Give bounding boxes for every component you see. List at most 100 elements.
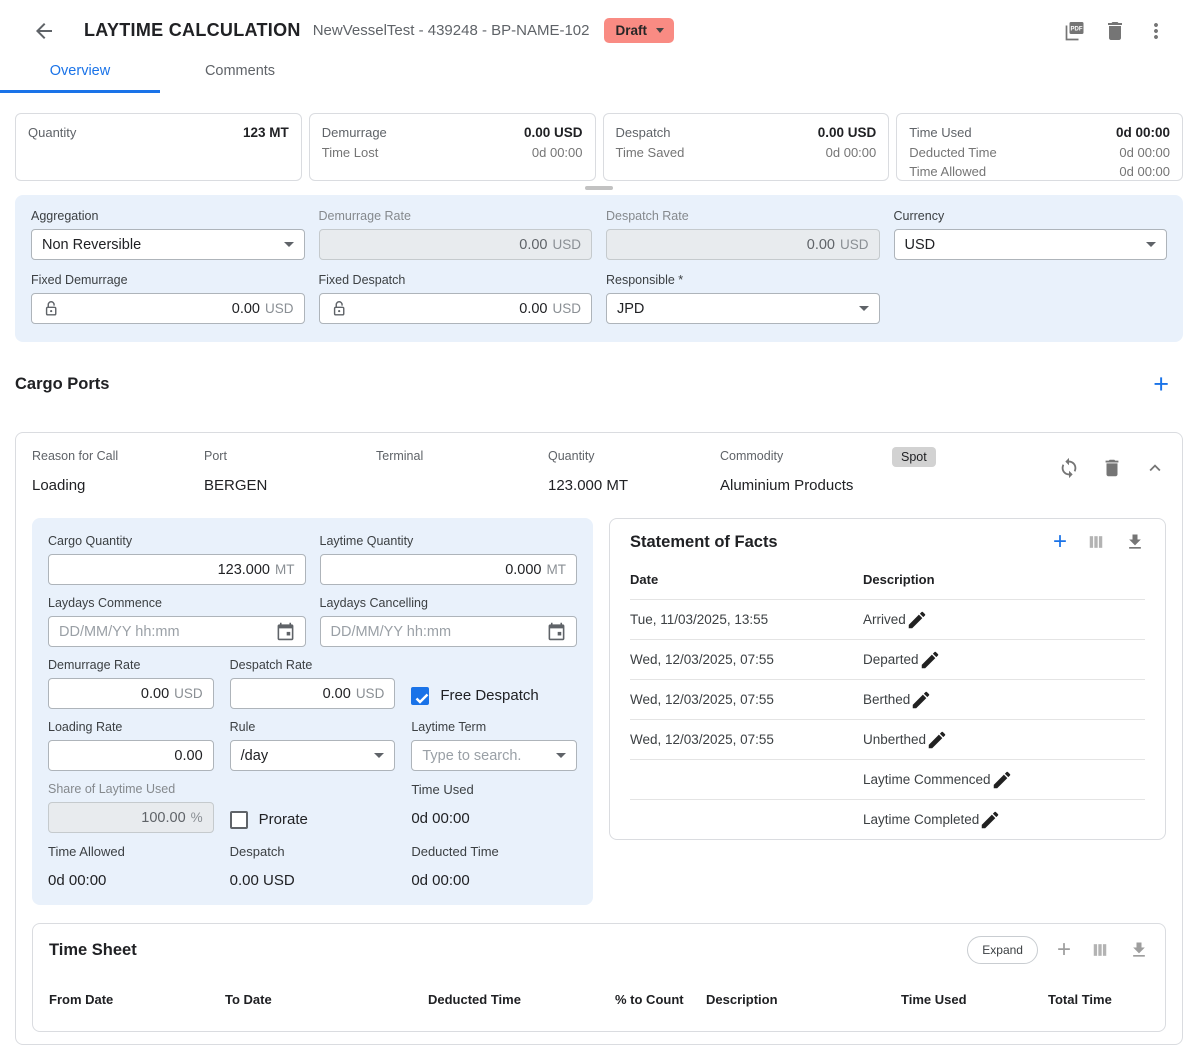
demurrage-card: Demurrage0.00 USD Time Lost0d 00:00 xyxy=(309,113,596,181)
laydays-cancelling-field: Laydays Cancelling DD/MM/YY hh:mm xyxy=(320,596,578,647)
calendar-icon[interactable] xyxy=(276,622,295,641)
ts-col-to-date: To Date xyxy=(225,992,428,1007)
tab-overview[interactable]: Overview xyxy=(0,55,160,93)
edit-pencil-icon[interactable] xyxy=(910,689,932,711)
free-despatch-checkbox[interactable] xyxy=(411,687,429,705)
ts-col-description: Description xyxy=(706,992,901,1007)
chevron-down-icon xyxy=(1146,242,1156,247)
fixed-despatch-label: Fixed Despatch xyxy=(319,273,593,287)
add-cargo-port-button[interactable]: + xyxy=(1153,374,1169,394)
demurrage-rate-field: Demurrage Rate 0.00USD xyxy=(319,209,593,260)
currency-select[interactable]: USD xyxy=(894,229,1168,260)
free-despatch-checkbox-cell: Free Despatch xyxy=(411,658,577,709)
edit-pencil-icon[interactable] xyxy=(926,729,948,751)
laydays-cancelling-input[interactable]: DD/MM/YY hh:mm xyxy=(320,616,578,647)
aggregation-select[interactable]: Non Reversible xyxy=(31,229,305,260)
share-of-laytime-field: Share of Laytime Used 100.00% xyxy=(48,782,214,833)
port-card-actions xyxy=(1058,457,1166,479)
ts-col-from-date: From Date xyxy=(49,992,225,1007)
summary-cards: Quantity123 MT Demurrage0.00 USD Time Lo… xyxy=(15,113,1183,181)
edit-pencil-icon[interactable] xyxy=(979,809,1001,831)
currency-field: Currency USD xyxy=(894,209,1168,260)
delete-icon[interactable] xyxy=(1103,19,1127,43)
rule-select[interactable]: /day xyxy=(230,740,396,771)
prorate-label: Prorate xyxy=(259,811,308,828)
sof-row: Tue, 11/03/2025, 13:55 Arrived xyxy=(630,599,1145,639)
free-despatch-label: Free Despatch xyxy=(440,687,538,704)
time-saved-label: Time Saved xyxy=(616,143,685,163)
quantity-label: Quantity xyxy=(28,123,76,143)
cargo-quantity-input[interactable]: 123.000MT xyxy=(48,554,306,585)
collapse-chevron-up-icon[interactable] xyxy=(1144,457,1166,479)
sof-title: Statement of Facts xyxy=(630,533,778,552)
tab-bar: Overview Comments xyxy=(0,55,1198,93)
cargo-port-card: Reason for Call Loading Port BERGEN Term… xyxy=(15,432,1183,1045)
edit-pencil-icon[interactable] xyxy=(906,609,928,631)
loading-rate-input[interactable]: 0.00 xyxy=(48,740,214,771)
aggregation-label: Aggregation xyxy=(31,209,305,223)
columns-icon[interactable] xyxy=(1086,532,1106,552)
expand-button[interactable]: Expand xyxy=(967,936,1038,964)
prorate-checkbox[interactable] xyxy=(230,811,248,829)
download-icon[interactable] xyxy=(1129,940,1149,960)
laytime-term-select[interactable]: Type to search. xyxy=(411,740,577,771)
despatch-rate-input: 0.00USD xyxy=(606,229,880,260)
sof-date-column-header: Date xyxy=(630,572,863,587)
cargo-quantity-field: Cargo Quantity 123.000MT xyxy=(48,534,306,585)
time-allowed-label: Time Allowed xyxy=(909,162,986,182)
time-used-label: Time Used xyxy=(909,123,971,143)
time-used-card: Time Used0d 00:00 Deducted Time0d 00:00 … xyxy=(896,113,1183,181)
laydays-commence-field: Laydays Commence DD/MM/YY hh:mm xyxy=(48,596,306,647)
pdf-export-icon[interactable]: PDF xyxy=(1062,19,1086,43)
lock-open-icon[interactable] xyxy=(42,299,62,319)
time-used-value: 0d 00:00 xyxy=(1116,123,1170,143)
fixed-despatch-input[interactable]: 0.00USD xyxy=(319,293,593,324)
lock-open-icon[interactable] xyxy=(330,299,350,319)
laytime-quantity-field: Laytime Quantity 0.000MT xyxy=(320,534,578,585)
ts-col-time-used: Time Used xyxy=(901,992,1048,1007)
resize-handle[interactable] xyxy=(585,186,613,190)
delete-port-icon[interactable] xyxy=(1101,457,1123,479)
main-content: Quantity123 MT Demurrage0.00 USD Time Lo… xyxy=(0,113,1198,1045)
port-despatch-rate-field: Despatch Rate 0.00USD xyxy=(230,658,396,709)
add-sof-row-button[interactable]: + xyxy=(1053,532,1067,552)
chevron-down-icon xyxy=(284,242,294,247)
sof-table-header: Date Description xyxy=(630,572,1145,599)
demurrage-value: 0.00 USD xyxy=(524,123,583,143)
demurrage-rate-label: Demurrage Rate xyxy=(319,209,593,223)
back-arrow-icon[interactable] xyxy=(32,19,56,43)
tab-comments[interactable]: Comments xyxy=(160,55,320,93)
statement-of-facts-panel: Statement of Facts + Date Description Tu… xyxy=(609,518,1166,840)
edit-pencil-icon[interactable] xyxy=(919,649,941,671)
laydays-commence-input[interactable]: DD/MM/YY hh:mm xyxy=(48,616,306,647)
laytime-term-field: Laytime Term Type to search. xyxy=(411,720,577,771)
laytime-quantity-input[interactable]: 0.000MT xyxy=(320,554,578,585)
download-icon[interactable] xyxy=(1125,532,1145,552)
quantity-card: Quantity123 MT xyxy=(15,113,302,181)
status-label: Draft xyxy=(616,23,648,38)
cargo-ports-section-head: Cargo Ports + xyxy=(15,374,1183,394)
time-allowed-value: 0d 00:00 xyxy=(1119,162,1170,182)
columns-icon[interactable] xyxy=(1090,940,1110,960)
share-of-laytime-input: 100.00% xyxy=(48,802,214,833)
port-despatch-rate-input[interactable]: 0.00USD xyxy=(230,678,396,709)
calendar-icon[interactable] xyxy=(547,622,566,641)
ts-col-total-time: Total Time xyxy=(1048,992,1149,1007)
port-despatch-stat: Despatch 0.00 USD xyxy=(230,844,396,889)
time-lost-value: 0d 00:00 xyxy=(532,143,583,163)
sof-row: Wed, 12/03/2025, 07:55 Unberthed xyxy=(630,719,1145,759)
sync-icon[interactable] xyxy=(1058,457,1080,479)
time-lost-label: Time Lost xyxy=(322,143,379,163)
despatch-value: 0.00 USD xyxy=(818,123,877,143)
chevron-down-icon xyxy=(556,753,566,758)
responsible-select[interactable]: JPD xyxy=(606,293,880,324)
status-badge[interactable]: Draft xyxy=(604,18,675,43)
edit-pencil-icon[interactable] xyxy=(991,769,1013,791)
add-timesheet-row-button[interactable]: + xyxy=(1057,940,1071,960)
port-demurrage-rate-input[interactable]: 0.00USD xyxy=(48,678,214,709)
responsible-field: Responsible * JPD xyxy=(606,273,880,324)
more-vert-icon[interactable] xyxy=(1144,19,1168,43)
sof-row: Laytime Commenced xyxy=(630,759,1145,799)
fixed-demurrage-input[interactable]: 0.00USD xyxy=(31,293,305,324)
chevron-down-icon xyxy=(859,306,869,311)
